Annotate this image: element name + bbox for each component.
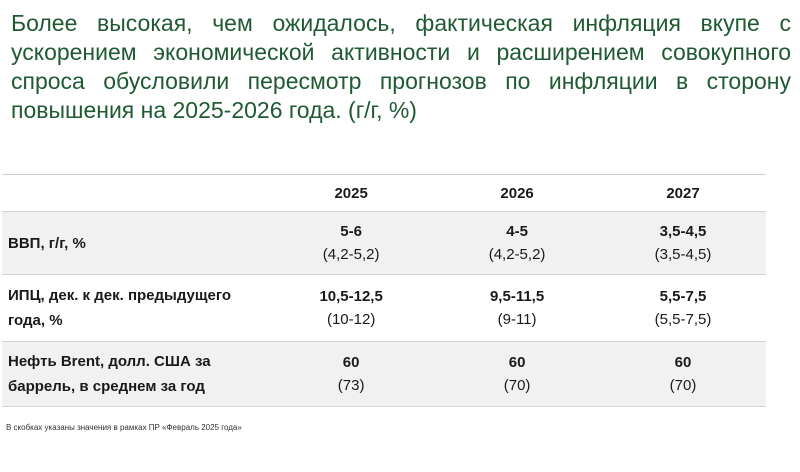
- row-label: Нефть Brent, долл. США за баррель, в сре…: [8, 353, 211, 395]
- forecast-value: 9,5-11,5: [489, 288, 545, 305]
- slide-title: Более высокая, чем ожидалось, фактическа…: [11, 10, 791, 123]
- previous-forecast-value: (70): [669, 377, 697, 394]
- previous-forecast-value: (73): [337, 377, 365, 394]
- forecast-value: 60: [342, 354, 360, 371]
- forecast-value: 5-6: [340, 223, 362, 240]
- table-cell: 5,5-7,5 (5,5-7,5): [600, 285, 766, 331]
- table-cell: 60 (73): [268, 351, 434, 397]
- forecast-value: 5,5-7,5: [659, 288, 707, 305]
- table-row-gdp: ВВП, г/г, % 5-6 (4,2-5,2) 4-5 (4,2-5,2) …: [2, 211, 766, 274]
- forecast-value: 60: [508, 354, 526, 371]
- forecast-table: 2025 2026 2027 ВВП, г/г, % 5-6 (4,2-5,2)…: [2, 174, 766, 407]
- forecast-value: 3,5-4,5: [659, 223, 707, 240]
- previous-forecast-value: (10-12): [326, 311, 376, 328]
- forecast-value: 10,5-12,5: [319, 288, 383, 305]
- table-cell: 10,5-12,5 (10-12): [268, 285, 434, 331]
- table-cell: 60 (70): [434, 351, 600, 397]
- table-header-row: 2025 2026 2027: [2, 174, 766, 211]
- table-cell: 4-5 (4,2-5,2): [434, 220, 600, 266]
- table-cell: 5-6 (4,2-5,2): [268, 220, 434, 266]
- forecast-value: 60: [674, 354, 692, 371]
- previous-forecast-value: (3,5-4,5): [654, 246, 712, 263]
- column-header-2027: 2027: [666, 184, 700, 202]
- row-label: ВВП, г/г, %: [8, 234, 86, 252]
- previous-forecast-value: (4,2-5,2): [488, 246, 546, 263]
- table-row-cpi: ИПЦ, дек. к дек. предыдущего года, % 10,…: [2, 274, 766, 341]
- table-cell: 9,5-11,5 (9-11): [434, 285, 600, 331]
- previous-forecast-value: (4,2-5,2): [322, 246, 380, 263]
- row-label: ИПЦ, дек. к дек. предыдущего года, %: [8, 287, 232, 329]
- table-cell: 60 (70): [600, 351, 766, 397]
- forecast-value: 4-5: [506, 223, 528, 240]
- previous-forecast-value: (9-11): [497, 311, 537, 328]
- table-cell: 3,5-4,5 (3,5-4,5): [600, 220, 766, 266]
- column-header-2026: 2026: [500, 184, 534, 202]
- previous-forecast-value: (5,5-7,5): [654, 311, 712, 328]
- column-header-2025: 2025: [334, 184, 368, 202]
- previous-forecast-value: (70): [503, 377, 531, 394]
- footnote: В скобках указаны значения в рамках ПР «…: [6, 423, 242, 432]
- table-row-brent: Нефть Brent, долл. США за баррель, в сре…: [2, 341, 766, 407]
